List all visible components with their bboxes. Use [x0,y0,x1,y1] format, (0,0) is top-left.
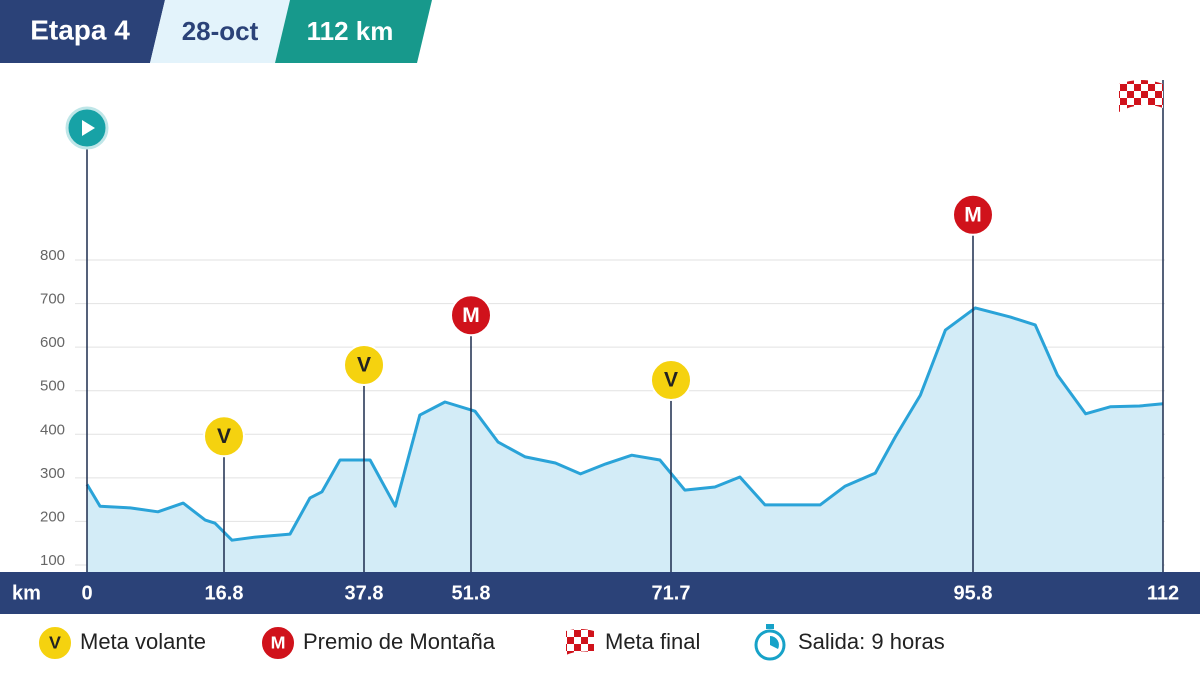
distance: 112 km [307,16,394,46]
clock-icon [754,629,786,661]
finish-flag [1119,80,1163,112]
y-tick-label: 700 [40,291,65,308]
x-tick-label: 112 [1147,582,1179,604]
play-icon [82,120,95,136]
x-ticks: 0 16.8 37.8 51.8 71.7 95.8 112 [81,582,1179,604]
mountain-badge [260,625,296,661]
legend-label: Meta volante [80,629,206,654]
stage-badge [0,0,165,63]
mountain-badge [450,294,492,337]
area-fill [87,307,1163,572]
clock-button [766,624,774,629]
badge-letter: V [49,633,61,653]
x-tick-label: 95.8 [954,582,993,604]
plot: 100 200 300 400 500 600 700 800 V V M V M [40,80,1165,572]
legend-label: Meta final [605,629,700,654]
y-tick-label: 500 [40,378,65,395]
x-tick-label: 71.7 [652,582,691,604]
sprint-badge [37,625,73,661]
badge-letter: M [462,304,480,327]
sprint-badge [203,415,245,458]
sprint-badge [343,343,385,386]
badge-letter: M [271,633,286,653]
legend: V Meta volante M Premio de Montaña Meta fina… [37,624,945,661]
badge-letter: V [357,354,371,377]
stage: Etapa 4 [30,14,130,45]
y-tick-label: 100 [40,552,65,569]
x-axis-label: km [12,582,41,604]
sprint-badge [650,359,692,402]
date-badge [150,0,290,63]
clock-hand [770,636,779,649]
x-tick-label: 0 [81,582,92,604]
distance-badge [275,0,432,63]
x-axis-band [0,572,1200,614]
y-tick-label: 600 [40,334,65,351]
x-tick-label: 16.8 [205,582,244,604]
y-tick-label: 400 [40,421,65,438]
badge-letter: V [217,425,231,448]
badge-letter: V [664,369,678,392]
y-tick-label: 300 [40,465,65,482]
legend-label: Premio de Montaña [303,629,496,654]
profile-line [85,306,1164,542]
y-tick-label: 200 [40,508,65,525]
legend-label: Salida: 9 horas [798,629,945,654]
x-tick-label: 37.8 [345,582,384,604]
x-tick-label: 51.8 [452,582,491,604]
flag-icon [566,629,594,655]
mountain-badge [952,193,994,236]
y-tick-label: 800 [40,247,65,264]
date: 28-oct [182,16,259,46]
badge-letter: M [964,203,982,226]
